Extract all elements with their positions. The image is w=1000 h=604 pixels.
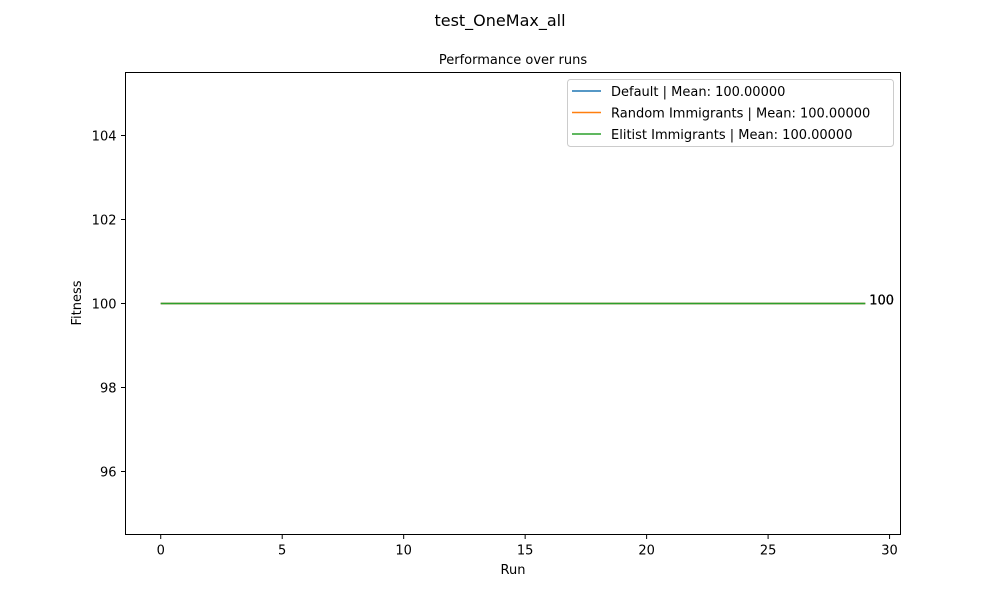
x-axis-label: Run	[501, 563, 526, 578]
x-tick-layer: 0 5 10 15 20 25 30	[157, 534, 898, 559]
legend-label-0: Default | Mean: 100.00000	[611, 85, 785, 100]
y-tick-label-3: 102	[92, 214, 117, 229]
x-tick-label-2: 10	[395, 544, 412, 559]
legend-label-1: Random Immigrants | Mean: 100.00000	[611, 107, 870, 122]
y-tick-label-2: 100	[92, 298, 117, 313]
y-tick-label-1: 98	[100, 382, 117, 397]
x-tick-label-4: 20	[638, 544, 655, 559]
y-axis-label: Fitness	[70, 280, 85, 325]
y-tick-layer: 96 98 100 102 104	[92, 130, 126, 481]
x-tick-label-6: 30	[881, 544, 898, 559]
x-tick-label-0: 0	[157, 544, 165, 559]
y-tick-label-0: 96	[100, 466, 117, 481]
legend-items: Default | Mean: 100.00000 Random Immigran…	[572, 85, 870, 143]
x-tick-label-5: 25	[760, 544, 777, 559]
series-end-label-2: 100	[869, 294, 894, 309]
legend: Default | Mean: 100.00000 Random Immigran…	[567, 79, 894, 147]
figure-suptitle: test_OneMax_all	[434, 11, 565, 31]
series-end-label-1: 100	[869, 294, 894, 309]
y-tick-label-4: 104	[92, 130, 117, 145]
legend-box	[567, 79, 894, 147]
chart-title: Performance over runs	[439, 53, 587, 68]
legend-label-2: Elitist Immigrants | Mean: 100.00000	[611, 128, 852, 143]
series-end-label-0: 100	[869, 294, 894, 309]
x-tick-label-1: 5	[278, 544, 286, 559]
x-tick-label-3: 15	[517, 544, 534, 559]
